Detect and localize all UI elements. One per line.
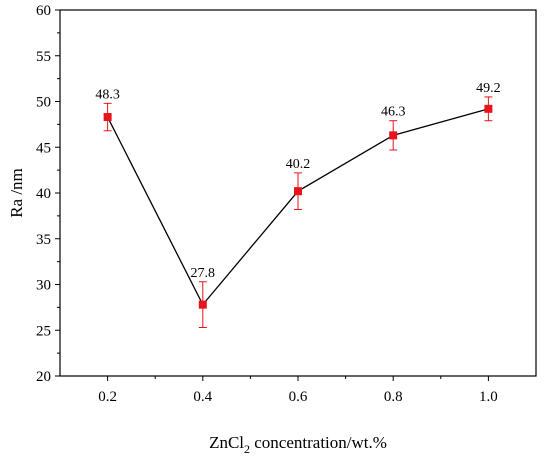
y-tick-label: 45: [36, 140, 51, 156]
y-tick-label: 55: [36, 49, 51, 65]
y-tick-label: 20: [36, 369, 51, 385]
y-tick-label: 35: [36, 232, 51, 248]
x-tick-label: 1.0: [479, 389, 498, 405]
x-axis-ticks: 0.2 0.4 0.6 0.8 1.0: [98, 376, 498, 405]
data-point: [103, 113, 112, 122]
y-tick-label: 60: [36, 3, 51, 19]
series-layer: 48.3 27.8 40.2 46.3 49.2: [95, 81, 501, 329]
data-label: 27.8: [191, 266, 216, 281]
y-tick-label: 25: [36, 323, 51, 339]
x-tick-label: 0.4: [193, 389, 212, 405]
x-axis-label-suffix: concentration/wt.%: [250, 433, 387, 452]
data-point: [294, 187, 302, 196]
data-label: 40.2: [286, 157, 311, 172]
y-tick-label: 50: [36, 95, 51, 111]
data-label: 46.3: [381, 105, 406, 120]
x-tick-label: 0.6: [289, 389, 308, 405]
x-axis-label-subscript: 2: [244, 442, 250, 456]
data-point: [389, 131, 398, 140]
data-point: [484, 104, 493, 113]
y-axis-ticks: 20 25 30 35 40 45 50 55 60: [36, 3, 60, 385]
data-point: [198, 300, 207, 309]
y-tick-label: 30: [36, 278, 51, 294]
data-label: 48.3: [95, 87, 120, 102]
x-tick-label: 0.2: [98, 389, 117, 405]
x-tick-label: 0.8: [384, 389, 403, 405]
data-label: 49.2: [476, 81, 501, 96]
x-axis-label-prefix: ZnCl: [209, 433, 244, 452]
y-axis-label: Ra /nm: [7, 168, 26, 218]
y-tick-label: 40: [36, 186, 51, 202]
x-axis-label: ZnCl2 concentration/wt.%: [209, 433, 387, 456]
